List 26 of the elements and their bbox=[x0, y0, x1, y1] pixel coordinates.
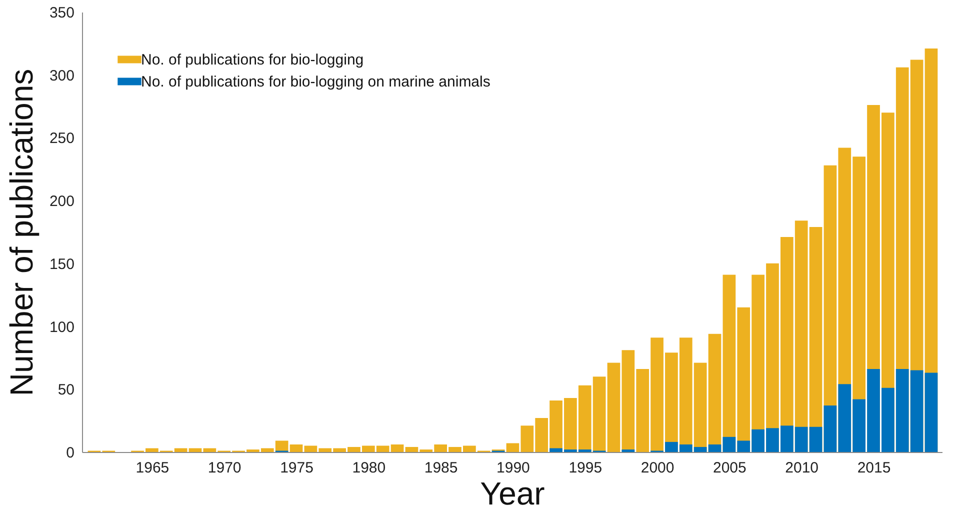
x-tick-label: 2015 bbox=[857, 460, 891, 476]
x-tick-label: 2005 bbox=[713, 460, 746, 476]
y-tick-label: 350 bbox=[49, 4, 74, 22]
x-tick-label: 1980 bbox=[352, 460, 386, 476]
x-tick-label: 1965 bbox=[136, 460, 170, 476]
x-tick-label: 1990 bbox=[496, 460, 530, 476]
y-tick-label: 250 bbox=[49, 130, 74, 148]
bar bbox=[924, 372, 938, 452]
x-tick-label: 1995 bbox=[568, 460, 602, 476]
x-tick-label: 1970 bbox=[208, 460, 242, 476]
x-tick-label: 1985 bbox=[424, 460, 458, 476]
y-tick-label: 0 bbox=[66, 444, 74, 462]
y-tick-label: 300 bbox=[49, 67, 74, 84]
y-axis-title: Number of publications bbox=[3, 68, 40, 396]
x-axis-title: Year bbox=[480, 476, 546, 512]
y-tick-label: 50 bbox=[58, 382, 74, 399]
bar bbox=[290, 444, 303, 452]
bar bbox=[622, 449, 635, 452]
x-tick-label: 1975 bbox=[280, 460, 314, 476]
x-tick-label: 2010 bbox=[785, 460, 819, 476]
y-tick-label: 150 bbox=[49, 256, 74, 273]
x-tick-label: 2000 bbox=[640, 460, 674, 476]
y-tick-label: 100 bbox=[49, 318, 74, 336]
y-tick-label: 200 bbox=[49, 193, 74, 210]
legend-label: No. of publications for bio-logging on marine animals bbox=[141, 74, 490, 90]
legend-label: No. of publications for bio-logging bbox=[141, 52, 364, 68]
